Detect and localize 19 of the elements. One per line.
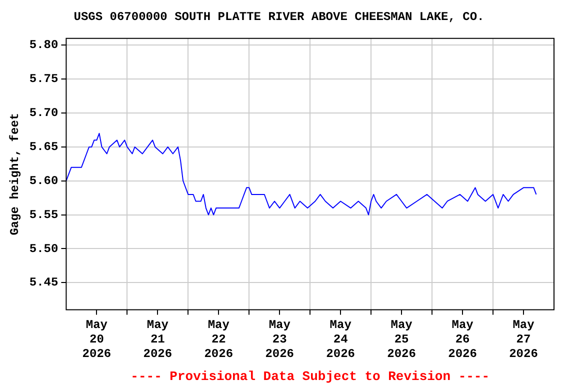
y-tick-label: 5.65	[29, 140, 58, 154]
x-tick-label: May 25 2026	[387, 318, 416, 361]
x-tick-label: May 26 2026	[448, 318, 477, 361]
y-tick-label: 5.55	[29, 208, 58, 222]
text: ---- Provisional Data Subject to Revision ----	[130, 369, 490, 384]
y-tick-label: 5.80	[29, 38, 58, 52]
x-tick-label: May 22 2026	[204, 318, 234, 361]
x-tick-label: May 21 2026	[143, 318, 172, 361]
x-tick-label: May 20 2026	[82, 318, 112, 361]
x-tick-label: May 27 2026	[509, 318, 538, 361]
y-axis-title: Gage height, feet	[8, 112, 22, 236]
y-tick-label: 5.45	[29, 276, 58, 290]
x-tick-label: May 24 2026	[326, 318, 355, 361]
y-tick-label: 5.75	[29, 72, 58, 86]
y-tick-label: 5.50	[29, 242, 58, 256]
chart-title: USGS 06700000 SOUTH PLATTE RIVER ABOVE CHEESMAN LAKE, CO.	[74, 10, 484, 24]
y-tick-label: 5.70	[29, 106, 58, 120]
y-tick-label: 5.60	[29, 174, 58, 188]
x-tick-label: May 23 2026	[265, 318, 294, 361]
